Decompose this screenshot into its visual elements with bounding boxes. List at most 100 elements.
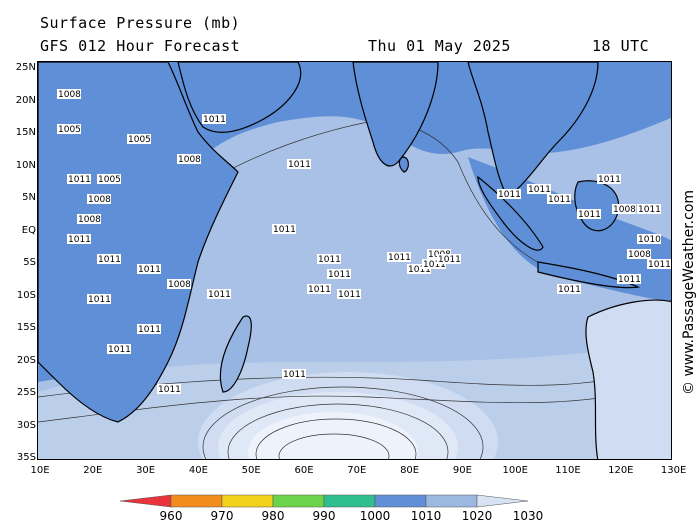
svg-text:1011: 1011 — [138, 265, 161, 275]
isobar-label: 1011 — [422, 259, 446, 270]
color-legend — [120, 494, 529, 508]
svg-text:1011: 1011 — [273, 225, 296, 235]
longitude-label: 50E — [241, 465, 261, 476]
legend-swatch — [170, 494, 223, 508]
svg-text:1011: 1011 — [598, 175, 621, 185]
isobar-line — [202, 386, 484, 459]
isobar-label: 1005 — [57, 124, 81, 135]
svg-text:1008: 1008 — [168, 280, 191, 290]
legend-swatch — [425, 494, 478, 508]
isobar-label: 1011 — [87, 294, 111, 305]
forecast-time: 18 UTC — [592, 37, 650, 55]
land-masses — [38, 62, 671, 459]
latitude-label: 35S — [16, 452, 36, 463]
isobar-label: 1011 — [272, 224, 296, 235]
isobar-label: 1011 — [282, 369, 306, 380]
longitude-label: 130E — [660, 465, 687, 476]
svg-text:1011: 1011 — [138, 325, 161, 335]
isobar-label: 1011 — [637, 204, 661, 215]
isobar-label: 1008 — [87, 194, 111, 205]
isobar-line — [278, 433, 390, 459]
isobar-label: 1011 — [407, 264, 431, 275]
latitude-label: 5N — [22, 192, 36, 203]
watermark: © www.PassageWeather.com — [681, 190, 697, 395]
legend-label: 1000 — [359, 509, 391, 523]
isobar-label: 1011 — [437, 254, 461, 265]
legend-label: 1020 — [461, 509, 493, 523]
latitude-label: 5S — [23, 257, 36, 268]
svg-text:1011: 1011 — [423, 260, 446, 270]
isobar-label: 1011 — [647, 259, 671, 270]
sri-lanka-land — [398, 156, 409, 173]
india-land — [352, 62, 439, 167]
longitude-label: 70E — [347, 465, 367, 476]
sumatra-land — [477, 175, 544, 251]
isobar-labels: 1008100510111008101110111008101110111011… — [57, 89, 671, 395]
svg-text:1011: 1011 — [68, 175, 91, 185]
isobar-label: 1005 — [127, 134, 151, 145]
svg-text:1011: 1011 — [638, 205, 661, 215]
isobar-label: 1011 — [67, 174, 91, 185]
isobar-label: 1011 — [137, 264, 161, 275]
svg-text:1011: 1011 — [648, 260, 671, 270]
isobar-line — [227, 403, 449, 459]
isobar-label: 1011 — [327, 269, 351, 280]
latitude-label: 15S — [16, 322, 36, 333]
isobar-label: 1008 — [612, 204, 636, 215]
svg-text:1008: 1008 — [613, 205, 636, 215]
isobar-label: 1008 — [167, 279, 191, 290]
svg-text:1011: 1011 — [283, 370, 306, 380]
isobar-label: 1011 — [387, 252, 411, 263]
isobar-label: 1011 — [597, 174, 621, 185]
legend-swatch — [374, 494, 427, 508]
legend-swatch — [120, 494, 172, 508]
isobar-label: 1011 — [207, 289, 231, 300]
svg-text:1008: 1008 — [58, 90, 81, 100]
svg-text:1010: 1010 — [638, 235, 661, 245]
svg-text:1011: 1011 — [318, 255, 341, 265]
isobar-label: 1011 — [337, 289, 361, 300]
pressure-map: 1008 1005 1011 1008 1011 1011 1008 1011 1011 1011… — [37, 61, 672, 460]
svg-text:1011: 1011 — [338, 290, 361, 300]
isobar-line — [255, 418, 417, 459]
isobar-label: 1011 — [527, 184, 551, 195]
legend-swatch — [221, 494, 274, 508]
legend-label: 1010 — [410, 509, 442, 523]
legend-label: 1030 — [512, 509, 544, 523]
svg-text:1005: 1005 — [58, 125, 81, 135]
isobar-label: 1011 — [97, 254, 121, 265]
longitude-label: 20E — [83, 465, 103, 476]
map-title: Surface Pressure (mb) — [40, 14, 241, 32]
svg-text:1011: 1011 — [158, 385, 181, 395]
isobar-label: 1010 — [637, 234, 661, 245]
longitude-label: 100E — [502, 465, 528, 476]
latitude-label: EQ — [21, 224, 36, 236]
svg-text:1011: 1011 — [108, 345, 131, 355]
australia-land — [585, 299, 671, 459]
svg-text:1011: 1011 — [548, 195, 571, 205]
longitude-label: 40E — [188, 465, 208, 476]
legend-swatch — [476, 494, 529, 508]
latitude-label: 20N — [15, 94, 36, 106]
svg-text:1011: 1011 — [578, 210, 601, 220]
isobar-label: 1008 — [177, 154, 201, 165]
svg-text:1011: 1011 — [558, 285, 581, 295]
isobar-label: 1011 — [577, 209, 601, 220]
longitude-label: 120E — [608, 465, 634, 476]
isobar-label: 1011 — [617, 274, 641, 285]
legend-label: 980 — [261, 509, 285, 523]
longitude-label: 110E — [555, 465, 581, 476]
java-land — [537, 261, 641, 289]
isobar-label: 1011 — [157, 384, 181, 395]
svg-text:1005: 1005 — [98, 175, 121, 185]
svg-text:1011: 1011 — [498, 190, 521, 200]
svg-text:1011: 1011 — [618, 275, 641, 285]
legend-label: 960 — [159, 509, 183, 523]
svg-text:1011: 1011 — [308, 285, 331, 295]
isobar-label: 1011 — [317, 254, 341, 265]
svg-text:1008: 1008 — [628, 250, 651, 260]
svg-text:1011: 1011 — [68, 235, 91, 245]
isobar-label: 1008 — [57, 89, 81, 100]
latitude-label: 25S — [16, 387, 36, 398]
isobar-label: 1011 — [557, 284, 581, 295]
